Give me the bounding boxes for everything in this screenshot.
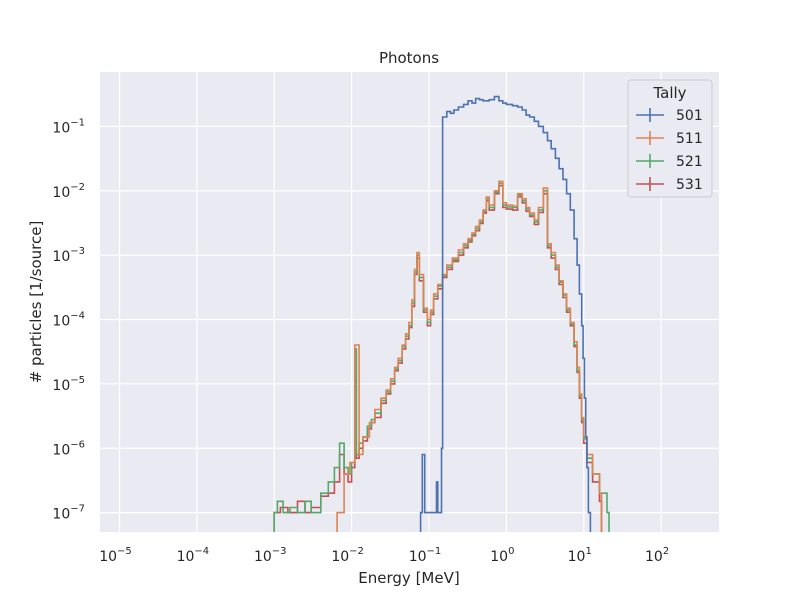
y-tick-label: 10−5 <box>52 375 85 394</box>
y-axis-ticks: 10−7 10−6 10−5 10−4 10−3 10−2 10−1 <box>52 117 85 522</box>
x-tick-label: 10−5 <box>99 546 132 565</box>
x-tick-label: 100 <box>490 546 514 565</box>
legend-item-501: 501 <box>636 108 703 124</box>
x-tick-label: 101 <box>568 546 592 565</box>
legend-item-511: 511 <box>636 131 703 147</box>
grid <box>100 72 719 532</box>
x-tick-label: 102 <box>645 546 669 565</box>
legend-title: Tally <box>652 84 686 102</box>
plot-background <box>100 72 719 532</box>
legend-box <box>627 79 713 198</box>
legend: Tally 501 511 521 531 <box>627 79 713 198</box>
legend-label-521: 521 <box>676 154 703 170</box>
x-tick-label: 10−3 <box>254 546 287 565</box>
y-axis-label: # particles [1/source] <box>27 221 45 384</box>
series-line-511 <box>336 180 603 532</box>
y-tick-label: 10−6 <box>52 439 85 458</box>
series-line-501 <box>419 95 592 532</box>
x-tick-label: 10−4 <box>177 546 210 565</box>
y-tick-label: 10−2 <box>52 182 85 201</box>
legend-label-531: 531 <box>676 177 703 193</box>
chart-title: Photons <box>379 49 439 67</box>
legend-item-521: 521 <box>636 154 703 170</box>
y-tick-label: 10−1 <box>52 117 85 136</box>
y-tick-label: 10−3 <box>52 246 85 265</box>
legend-items: 501 511 521 531 <box>636 108 703 193</box>
legend-label-511: 511 <box>676 131 703 147</box>
x-tick-label: 10−2 <box>331 546 364 565</box>
series-layer <box>273 95 610 532</box>
y-tick-label: 10−7 <box>52 504 85 523</box>
x-axis-label: Energy [MeV] <box>358 569 459 587</box>
x-axis-ticks: 10−5 10−4 10−3 10−2 10−1 100 101 102 <box>99 546 669 565</box>
x-tick-label: 10−1 <box>409 546 442 565</box>
legend-label-501: 501 <box>676 108 703 124</box>
y-tick-label: 10−4 <box>52 311 85 330</box>
legend-item-531: 531 <box>636 177 703 193</box>
